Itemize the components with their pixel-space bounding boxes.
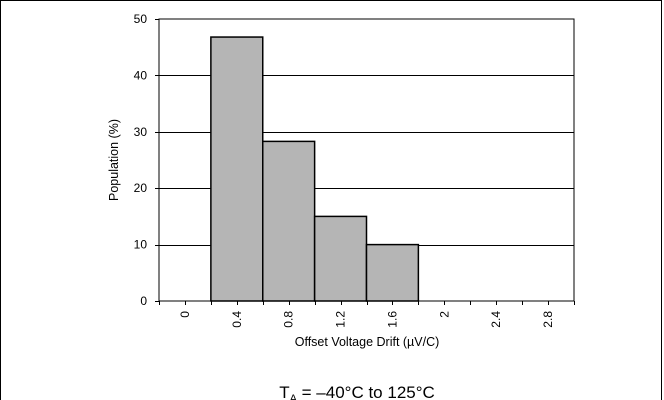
y-tick-label-3: 30 — [134, 125, 148, 139]
annotation-main: T — [279, 383, 289, 400]
x-tick-label-6: 2.4 — [489, 311, 503, 328]
annotation-rest: = –40°C to 125°C — [297, 383, 435, 400]
x-tick-label-0: 0 — [178, 311, 192, 318]
x-tick-label-3: 1.2 — [334, 311, 348, 328]
x-tick-label-5: 2 — [437, 311, 451, 318]
annotation-subscript: A — [290, 393, 298, 400]
y-tick-label-0: 0 — [140, 294, 147, 308]
histogram-bar-3 — [365, 243, 420, 302]
x-axis-title: Offset Voltage Drift (µV/C) — [295, 335, 440, 349]
x-tick-label-4: 1.6 — [385, 311, 399, 328]
y-tick-label-4: 40 — [134, 68, 148, 82]
x-tick-label-1: 0.4 — [230, 311, 244, 328]
y-tick-label-2: 20 — [134, 181, 148, 195]
bars — [210, 36, 420, 302]
y-tick-label-1: 10 — [134, 238, 148, 252]
x-tick-label-7: 2.8 — [541, 311, 555, 328]
x-tick-label-2: 0.8 — [282, 311, 296, 328]
y-axis-ticks: 0 10 20 30 40 50 — [134, 12, 159, 308]
histogram-bar-2 — [313, 215, 368, 302]
histogram-bar-0 — [210, 36, 264, 302]
temperature-annotation: TA = –40°C to 125°C — [279, 383, 435, 400]
y-axis-title: Population (%) — [107, 119, 121, 201]
x-axis-ticks: 0 0.4 0.8 1.2 1.6 2 2.4 2.8 — [159, 301, 575, 328]
plot-area-frame — [158, 18, 575, 302]
histogram-bar-1 — [262, 140, 316, 302]
y-tick-label-5: 50 — [134, 12, 148, 26]
axes — [158, 18, 575, 302]
